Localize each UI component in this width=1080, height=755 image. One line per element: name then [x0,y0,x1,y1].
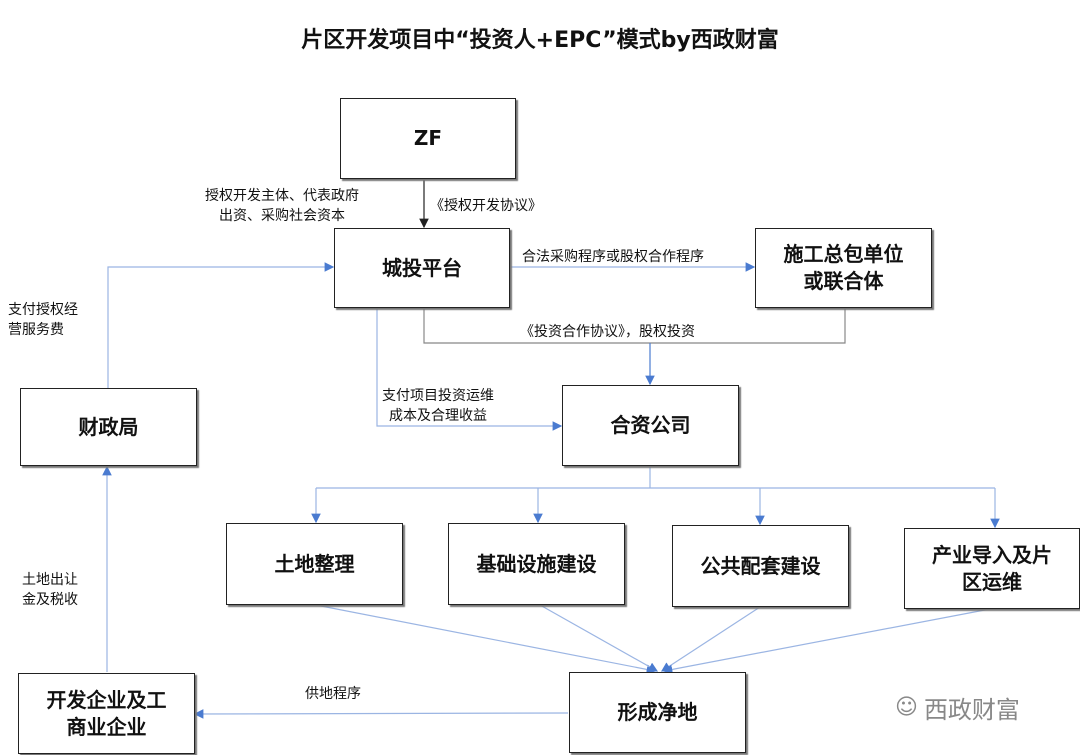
edge-public-clean [660,606,761,672]
watermark: ☺ 西政财富 [895,690,1020,725]
label-platform-contractor: 合法采购程序或股权合作程序 [522,249,704,265]
node-platform: 城投平台 [334,228,510,308]
label-platform-jv: 支付项目投资运维 成本及合理收益 [382,388,494,425]
node-infra: 基础设施建设 [448,523,625,605]
node-contractor: 施工总包单位 或联合体 [755,228,932,308]
edge-platform-jv [376,308,563,431]
edge-infra-clean [539,604,659,672]
label-zf-platform-left: 授权开发主体、代表政府 出资、采购社会资本 [205,188,359,225]
diagram-title: 片区开发项目中“投资人+EPC”模式by西政财富 [301,28,779,53]
node-jv: 合资公司 [562,385,739,466]
label-investment: 《投资合作协议》，股权投资 [520,324,695,340]
label-zf-platform-right: 《授权开发协议》 [430,198,542,214]
edge-clean-enterprise [193,709,569,719]
edge-industry-clean [662,608,991,675]
node-land: 土地整理 [226,523,403,605]
edge-finance-platform [107,262,335,388]
watermark-text: 西政财富 [923,696,1020,724]
edge-land-clean [315,604,657,675]
label-finance-platform: 支付授权经 营服务费 [8,302,78,339]
wechat-icon: ☺ [895,695,918,720]
label-land-supply: 供地程序 [305,686,361,702]
node-zf: ZF [340,98,516,179]
node-clean-land: 形成净地 [569,672,746,753]
edge-investment-bracket [423,308,846,344]
label-enterprise-finance: 土地出让 金及税收 [22,572,78,609]
node-public: 公共配套建设 [672,525,849,607]
node-finance: 财政局 [20,388,197,466]
node-enterprise: 开发企业及工 商业企业 [18,673,195,754]
node-industry: 产业导入及片 区运维 [904,528,1080,609]
